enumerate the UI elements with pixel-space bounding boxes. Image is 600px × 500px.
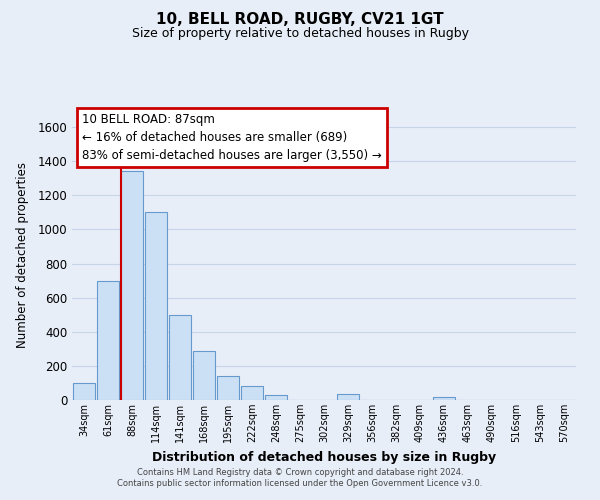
Bar xyxy=(193,352,215,400)
Bar xyxy=(97,280,119,400)
Text: 10, BELL ROAD, RUGBY, CV21 1GT: 10, BELL ROAD, RUGBY, CV21 1GT xyxy=(156,12,444,28)
Bar xyxy=(169,314,191,400)
Y-axis label: Number of detached properties: Number of detached properties xyxy=(16,162,29,348)
Bar xyxy=(121,172,143,400)
Bar xyxy=(145,212,167,400)
Bar xyxy=(73,383,95,400)
Bar xyxy=(433,398,455,400)
Bar xyxy=(217,376,239,400)
Text: Size of property relative to detached houses in Rugby: Size of property relative to detached ho… xyxy=(131,28,469,40)
X-axis label: Distribution of detached houses by size in Rugby: Distribution of detached houses by size … xyxy=(152,450,496,464)
Bar xyxy=(337,394,359,400)
Bar xyxy=(265,395,287,400)
Text: 10 BELL ROAD: 87sqm
← 16% of detached houses are smaller (689)
83% of semi-detac: 10 BELL ROAD: 87sqm ← 16% of detached ho… xyxy=(82,113,382,162)
Text: Contains HM Land Registry data © Crown copyright and database right 2024.
Contai: Contains HM Land Registry data © Crown c… xyxy=(118,468,482,487)
Bar xyxy=(241,386,263,400)
